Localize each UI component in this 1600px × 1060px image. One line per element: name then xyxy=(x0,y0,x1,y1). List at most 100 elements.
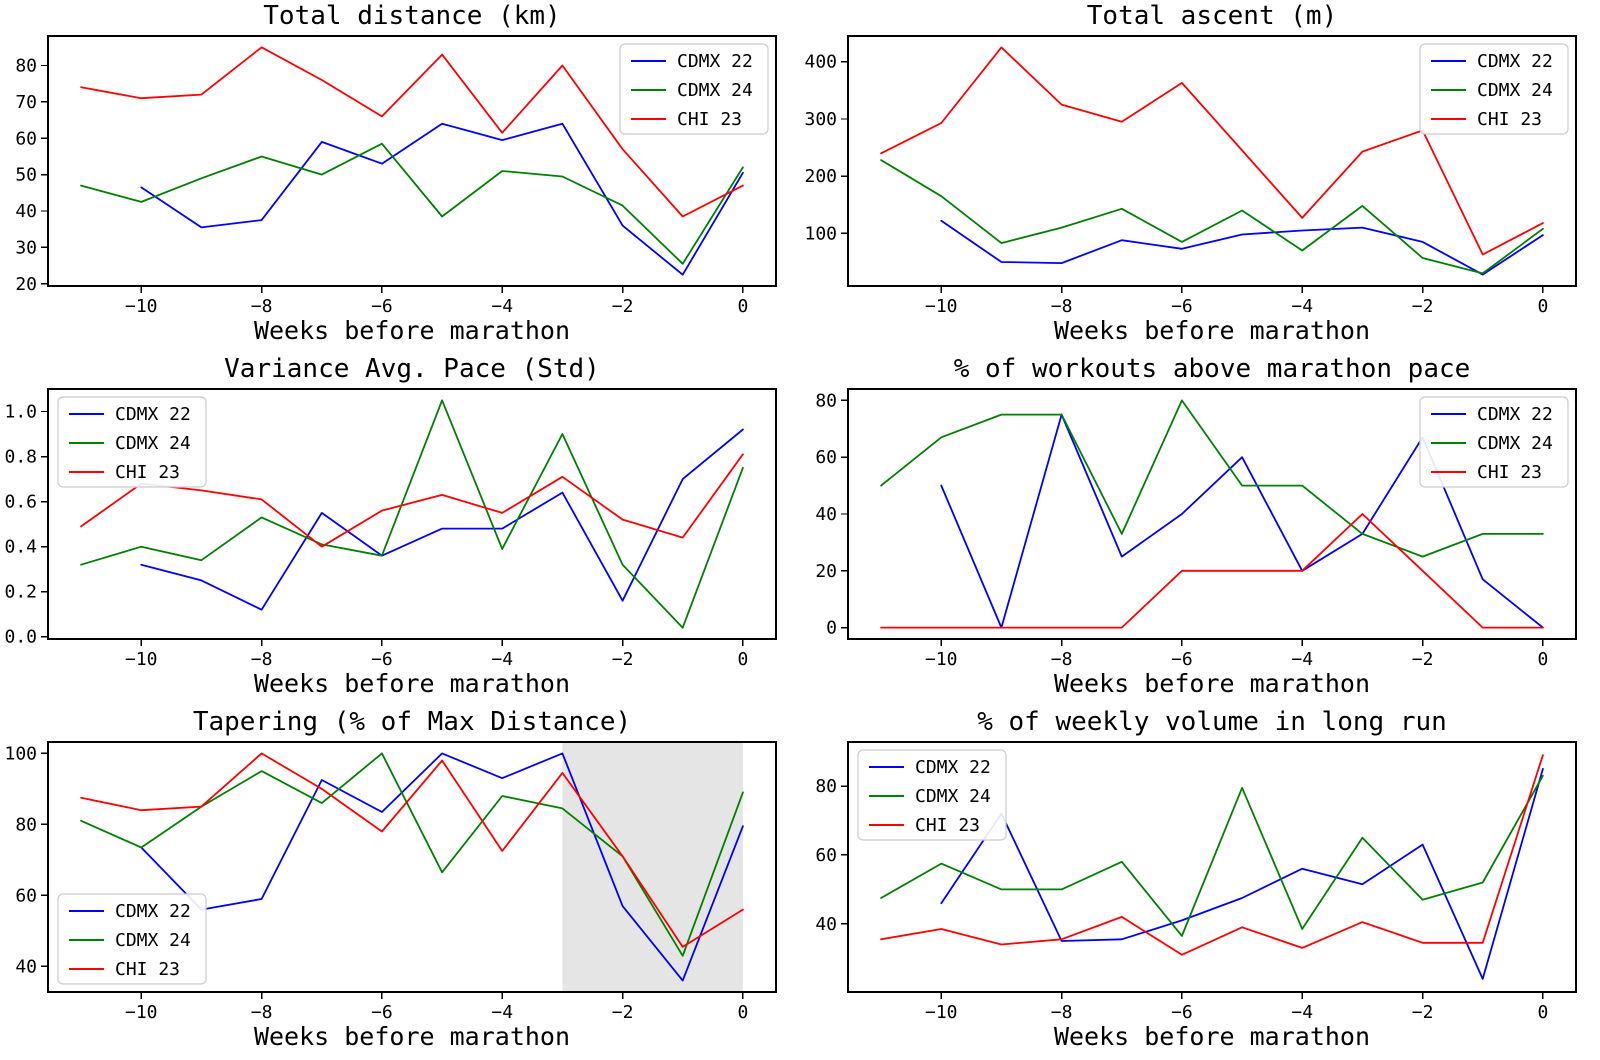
x-tick-label: −2 xyxy=(1412,1002,1434,1023)
legend-label-chi-23: CHI 23 xyxy=(915,815,980,836)
legend-label-chi-23: CHI 23 xyxy=(1477,462,1542,483)
legend-box xyxy=(1419,43,1569,135)
y-tick-label: 80 xyxy=(815,776,837,797)
y-tick-label: 100 xyxy=(4,743,37,764)
chart-svg: 0 20 40 60 80 −10 −8 −6 −4 −2 0 % of workouts above… xyxy=(815,354,1577,698)
chart-svg: 0.0 0.2 0.4 0.6 0.8 1.0 −10 −8 −6 −4 −2 0 Variance A… xyxy=(4,354,777,698)
chart-panel-total-ascent-m-: 100 200 300 400 −10 −8 −6 −4 −2 0 Total ascent (m)… xyxy=(800,0,1600,353)
y-tick-label: 0.4 xyxy=(4,537,37,558)
series-line-cdmx-24 xyxy=(880,774,1544,937)
x-tick-label: −6 xyxy=(1171,649,1193,670)
legend-label-cdmx-24: CDMX 24 xyxy=(1477,433,1553,454)
x-tick-label: −8 xyxy=(1051,1002,1073,1023)
x-tick-label: −8 xyxy=(1051,649,1073,670)
x-tick-label: 0 xyxy=(737,296,748,317)
series-line-chi-23 xyxy=(80,46,744,218)
y-tick-label: 60 xyxy=(815,845,837,866)
series-line-chi-23 xyxy=(880,754,1544,956)
y-tick-label: 40 xyxy=(15,201,37,222)
chart-svg: 100 200 300 400 −10 −8 −6 −4 −2 0 Total ascent (m)… xyxy=(804,1,1577,345)
legend-label-chi-23: CHI 23 xyxy=(1477,109,1542,130)
series-line-cdmx-22 xyxy=(140,428,744,611)
chart-title: % of workouts above marathon pace xyxy=(954,354,1471,384)
y-tick-label: 80 xyxy=(15,55,37,76)
x-tick-label: −4 xyxy=(491,1002,513,1023)
series-line-chi-23 xyxy=(880,46,1544,256)
chart-title: Tapering (% of Max Distance) xyxy=(193,707,631,737)
x-tick-label: −6 xyxy=(1171,296,1193,317)
series-line-cdmx-22 xyxy=(140,122,744,276)
y-tick-label: 0.6 xyxy=(4,492,37,513)
x-axis-label: Weeks before marathon xyxy=(1054,1022,1370,1051)
y-tick-label: 300 xyxy=(804,109,837,130)
x-tick-label: −4 xyxy=(1291,649,1313,670)
y-tick-label: 80 xyxy=(815,390,837,411)
y-tick-label: 400 xyxy=(804,52,837,73)
legend-box xyxy=(857,749,1007,841)
x-tick-label: −8 xyxy=(251,296,273,317)
series-line-cdmx-24 xyxy=(80,142,744,265)
y-tick-label: 20 xyxy=(815,561,837,582)
chart-panel-variance-avg-pace-std-: 0.0 0.2 0.4 0.6 0.8 1.0 −10 −8 −6 −4 −2 0 Variance A… xyxy=(0,353,800,706)
legend-label-cdmx-24: CDMX 24 xyxy=(115,433,191,454)
y-tick-label: 0.8 xyxy=(4,447,37,468)
x-tick-label: −8 xyxy=(251,649,273,670)
legend: CDMX 22 CDMX 24 CHI 23 xyxy=(1419,396,1569,488)
y-tick-label: 1.0 xyxy=(4,402,37,423)
legend: CDMX 22 CDMX 24 CHI 23 xyxy=(619,43,769,135)
x-tick-label: 0 xyxy=(737,1002,748,1023)
y-tick-label: 70 xyxy=(15,92,37,113)
series-line-cdmx-22 xyxy=(140,752,744,982)
legend: CDMX 22 CDMX 24 CHI 23 xyxy=(57,893,207,985)
chart-title: % of weekly volume in long run xyxy=(977,707,1447,737)
legend-label-cdmx-22: CDMX 22 xyxy=(915,757,991,778)
x-tick-label: −6 xyxy=(371,649,393,670)
series-line-cdmx-22 xyxy=(940,219,1544,276)
x-tick-label: −10 xyxy=(925,649,958,670)
chart-panel--of-weekly-volume-in-long-run: 40 60 80 −10 −8 −6 −4 −2 0 % of weekly volume in … xyxy=(800,706,1600,1060)
chart-panel--of-workouts-above-marathon-pace: 0 20 40 60 80 −10 −8 −6 −4 −2 0 % of workouts above… xyxy=(800,353,1600,706)
series-line-cdmx-24 xyxy=(80,399,744,629)
legend: CDMX 22 CDMX 24 CHI 23 xyxy=(57,396,207,488)
y-tick-label: 30 xyxy=(15,237,37,258)
chart-svg: 40 60 80 −10 −8 −6 −4 −2 0 % of weekly volume in … xyxy=(815,707,1577,1051)
legend-label-cdmx-24: CDMX 24 xyxy=(915,786,991,807)
legend-label-cdmx-22: CDMX 22 xyxy=(677,51,753,72)
x-tick-label: −2 xyxy=(612,1002,634,1023)
series-line-cdmx-22 xyxy=(940,768,1544,980)
series-line-chi-23 xyxy=(880,513,1544,629)
chart-svg: 40 60 80 100 −10 −8 −6 −4 −2 0 Tapering (% of Max … xyxy=(4,707,777,1051)
axes-frame xyxy=(47,35,777,287)
x-axis-label: Weeks before marathon xyxy=(1054,669,1370,698)
x-tick-label: −6 xyxy=(371,296,393,317)
chart-panel-total-distance-km-: 20 30 40 50 60 70 80 −10 −8 −6 −4 −2 0 Total distance… xyxy=(0,0,800,353)
x-axis-label: Weeks before marathon xyxy=(254,316,570,345)
axes-frame xyxy=(847,741,1577,993)
legend-label-chi-23: CHI 23 xyxy=(115,462,180,483)
legend-label-cdmx-24: CDMX 24 xyxy=(115,930,191,951)
y-tick-label: 50 xyxy=(15,165,37,186)
y-tick-label: 200 xyxy=(804,166,837,187)
x-tick-label: −10 xyxy=(125,649,158,670)
series-line-cdmx-24 xyxy=(880,159,1544,275)
legend-box xyxy=(1419,396,1569,488)
chart-svg: 20 30 40 50 60 70 80 −10 −8 −6 −4 −2 0 Total distance… xyxy=(15,1,777,345)
axes-frame xyxy=(47,388,777,640)
y-tick-label: 60 xyxy=(815,447,837,468)
x-tick-label: −4 xyxy=(491,649,513,670)
axes-frame xyxy=(847,35,1577,287)
y-tick-label: 40 xyxy=(815,914,837,935)
x-tick-label: 0 xyxy=(737,649,748,670)
x-tick-label: −2 xyxy=(1412,649,1434,670)
y-tick-label: 40 xyxy=(15,956,37,977)
x-tick-label: −4 xyxy=(491,296,513,317)
legend-label-cdmx-22: CDMX 22 xyxy=(115,404,191,425)
series-line-cdmx-24 xyxy=(880,399,1544,558)
legend-label-cdmx-22: CDMX 22 xyxy=(1477,51,1553,72)
x-tick-label: −6 xyxy=(1171,1002,1193,1023)
x-tick-label: −8 xyxy=(251,1002,273,1023)
chart-panel-tapering-of-max-distance-: 40 60 80 100 −10 −8 −6 −4 −2 0 Tapering (% of Max … xyxy=(0,706,800,1060)
legend-label-chi-23: CHI 23 xyxy=(677,109,742,130)
x-tick-label: −10 xyxy=(925,1002,958,1023)
y-tick-label: 60 xyxy=(15,128,37,149)
